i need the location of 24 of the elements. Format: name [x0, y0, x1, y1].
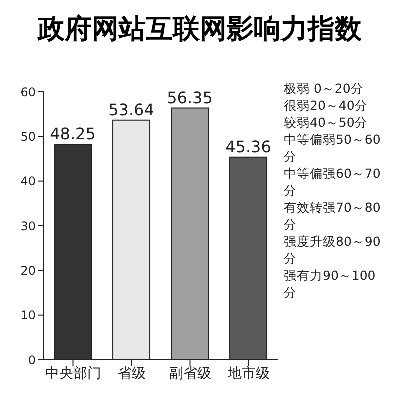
y-tick-label: 10	[20, 308, 36, 323]
data-label: 48.25	[50, 124, 96, 144]
text: 极弱 0～20分	[284, 80, 365, 97]
text: 很弱20～40分	[284, 97, 369, 114]
text: 有效转强70～80分	[284, 199, 382, 233]
y-tick-label: 30	[20, 219, 36, 234]
data-label: 53.64	[108, 100, 154, 120]
text: 强度升级80～90分	[284, 233, 382, 267]
x-tick-label: 地市级	[226, 366, 270, 382]
y-tick-label: 40	[20, 174, 36, 189]
x-tick-label: 省级	[118, 366, 146, 382]
y-tick-label: 20	[20, 264, 36, 278]
y-tick-label: 60	[20, 85, 36, 100]
text: 中等偏弱50～60分	[284, 131, 382, 165]
y-tick-label: 50	[20, 130, 36, 144]
y-tick-label: 0	[28, 353, 36, 368]
x-tick-label: 中央部门	[45, 366, 102, 382]
text: 中等偏强60～70分	[284, 165, 382, 199]
x-tick-label: 副省级	[169, 366, 212, 382]
data-label: 45.36	[226, 137, 272, 156]
chart-title: 政府网站互联网影响力指数	[36, 13, 363, 47]
text: 强有力90～100分	[284, 267, 377, 301]
text: 较弱40～50分	[284, 114, 369, 131]
data-label: 56.35	[167, 88, 213, 108]
